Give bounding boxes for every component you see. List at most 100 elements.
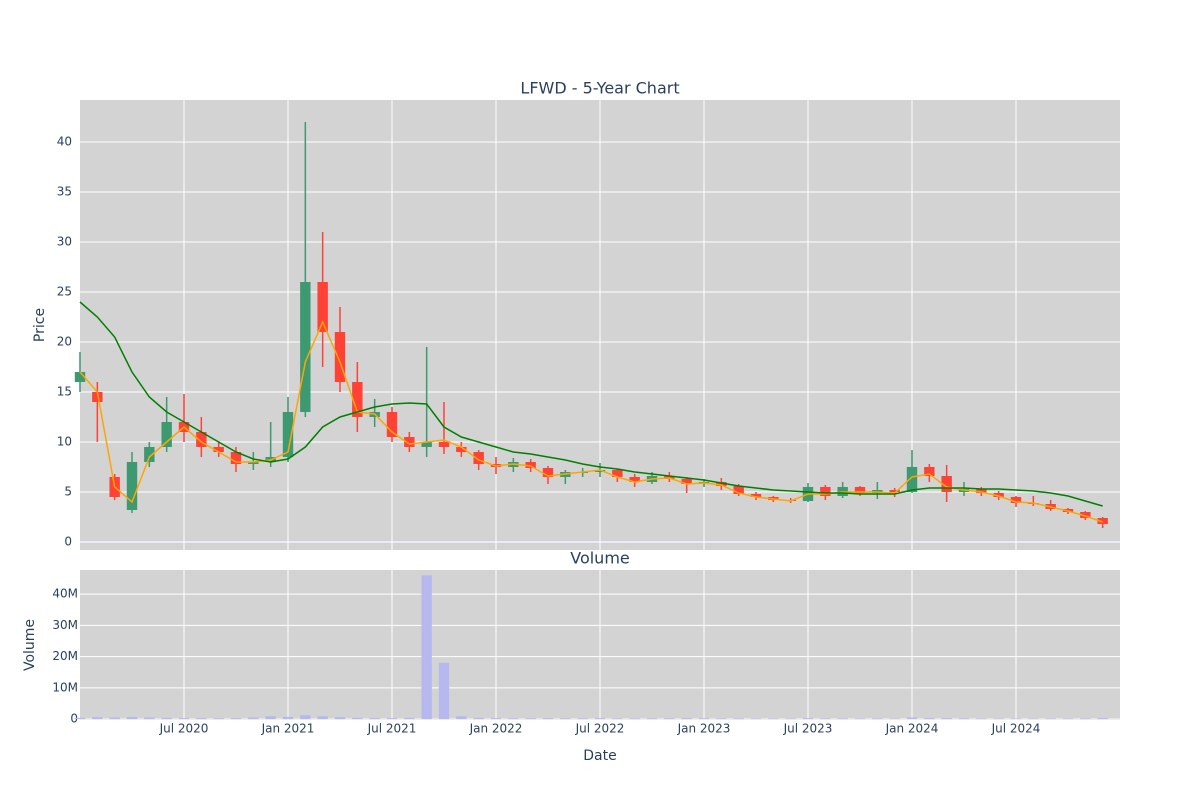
x-tick-label: Jul 2024 <box>991 722 1041 736</box>
candle-body <box>1010 497 1022 503</box>
candle-body <box>542 468 554 477</box>
candle-body <box>733 486 744 494</box>
volume-bar <box>646 718 658 720</box>
volume-bar <box>698 718 710 720</box>
y-tick-label: 35 <box>57 185 72 199</box>
candle-body <box>681 479 692 484</box>
volume-tick-label: 40M <box>52 587 78 601</box>
y-tick-label: 20 <box>57 335 72 349</box>
volume-bar <box>490 718 502 720</box>
y-tick-label: 5 <box>64 485 72 499</box>
volume-bar <box>941 718 952 720</box>
volume-bar <box>958 718 970 720</box>
moving-average-line <box>79 301 1103 507</box>
candle-body <box>941 476 952 492</box>
candle-body <box>196 432 207 447</box>
volume-bar <box>820 718 831 720</box>
candle-body <box>525 462 536 468</box>
y-axis-label: Price <box>32 308 48 342</box>
volume-bar <box>109 717 120 720</box>
volume-bar <box>126 716 138 720</box>
candle-body <box>144 447 155 462</box>
x-tick-label: Jan 2022 <box>469 722 523 736</box>
candle-body <box>230 452 242 464</box>
volume-bar <box>716 718 727 720</box>
volume-bar <box>352 717 363 720</box>
candle-body <box>906 467 918 492</box>
candle-body <box>594 470 606 472</box>
x-tick-label: Jan 2024 <box>885 722 939 736</box>
volume-bar <box>560 718 571 720</box>
volume-bar <box>213 718 224 720</box>
candle-body <box>456 447 467 452</box>
volume-bar <box>196 718 207 720</box>
volume-tick-label: 0 <box>70 712 78 726</box>
volume-bar <box>924 718 935 720</box>
volume-bar <box>872 718 883 720</box>
candle-body <box>213 447 224 452</box>
x-tick-label: Jul 2020 <box>159 722 209 736</box>
volume-bar <box>664 718 675 720</box>
volume-tick-label: 30M <box>52 618 78 632</box>
volume-bar <box>1097 718 1108 720</box>
y-tick-label: 0 <box>64 535 72 549</box>
volume-bar <box>802 718 814 720</box>
candle-body <box>161 422 172 447</box>
y-tick-label: 25 <box>57 285 72 299</box>
volume-bar <box>92 717 103 720</box>
x-tick-label: Jul 2022 <box>575 722 625 736</box>
volume-bar <box>577 718 588 720</box>
volume-bar <box>525 718 536 720</box>
volume-bar <box>837 718 848 720</box>
candle-body <box>750 494 762 497</box>
volume-bar <box>282 716 294 720</box>
volume-bar <box>1080 718 1091 720</box>
volume-bar <box>421 575 432 720</box>
volume-bar <box>317 716 328 720</box>
y-tick-label: 40 <box>57 135 72 149</box>
volume-bar <box>334 717 346 720</box>
candle-body <box>92 392 103 402</box>
volume-bar <box>438 662 450 720</box>
volume-title: Volume <box>570 549 630 568</box>
volume-bar <box>74 717 86 720</box>
volume-bar <box>508 718 519 720</box>
candle-body <box>924 467 935 476</box>
candle-body <box>438 442 450 447</box>
volume-bar <box>612 718 623 720</box>
candle-body <box>126 462 138 510</box>
volume-bar <box>144 717 155 720</box>
x-tick-label: Jul 2021 <box>367 722 417 736</box>
volume-bar <box>681 718 692 720</box>
candle-body <box>629 477 640 482</box>
y-tick-label: 10 <box>57 435 72 449</box>
volume-bar <box>161 717 172 720</box>
volume-bar <box>300 715 311 720</box>
y-tick-label: 30 <box>57 235 72 249</box>
candle-body <box>300 282 311 412</box>
x-tick-label: Jan 2023 <box>677 722 731 736</box>
candle-body <box>404 437 415 447</box>
candle-body <box>352 382 363 417</box>
candle-body <box>889 490 900 492</box>
candle-body <box>612 470 623 477</box>
candle-body <box>282 412 294 457</box>
candle-body <box>976 489 987 493</box>
x-tick-label: Jul 2023 <box>783 722 833 736</box>
volume-bar <box>386 718 398 720</box>
volume-bar <box>369 718 380 720</box>
volume-bar <box>456 716 467 720</box>
volume-bar <box>404 717 415 720</box>
volume-bar <box>594 718 606 720</box>
volume-bar <box>265 716 276 720</box>
candle-body <box>993 493 1004 497</box>
candle-body <box>854 487 866 493</box>
candle-body <box>74 372 86 382</box>
volume-axis-label: Volume <box>22 619 38 671</box>
volume-bar <box>629 718 640 720</box>
volume-bar <box>906 717 918 720</box>
x-axis-label: Date <box>583 748 616 764</box>
volume-bar <box>248 717 259 720</box>
volume-bar <box>178 718 190 720</box>
